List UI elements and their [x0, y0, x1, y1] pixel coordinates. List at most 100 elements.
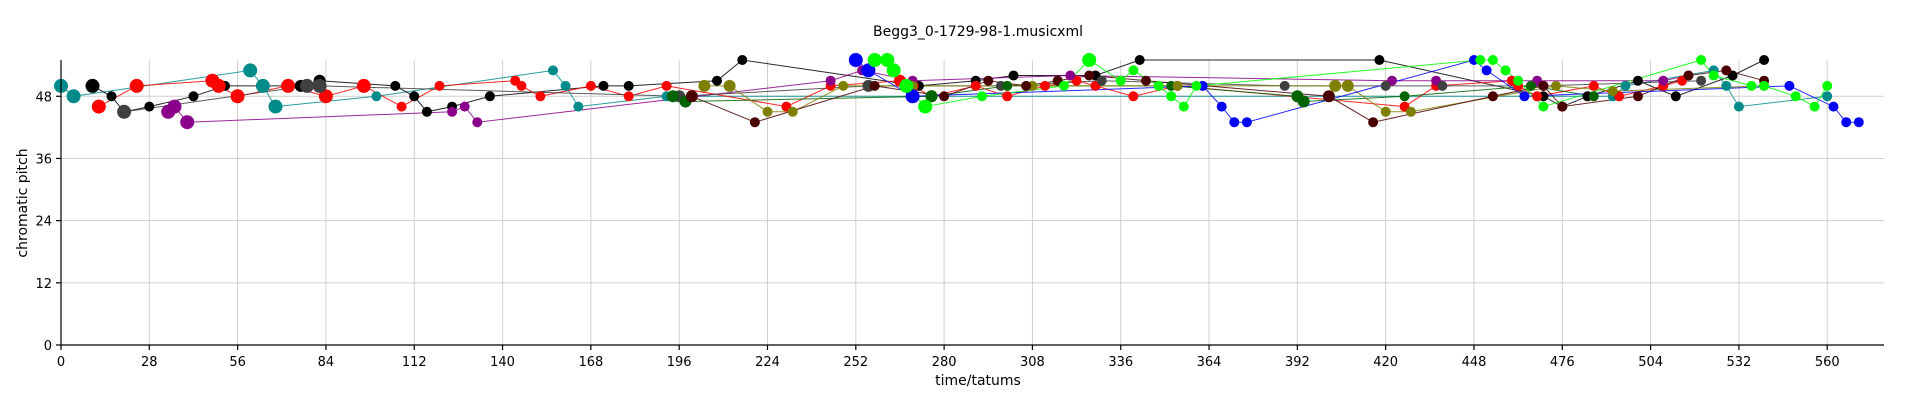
- data-point: [723, 79, 736, 92]
- data-point: [167, 99, 182, 114]
- data-point: [1374, 55, 1385, 65]
- data-point: [880, 53, 895, 67]
- data-point: [117, 104, 132, 119]
- data-point: [1696, 55, 1707, 65]
- data-point: [1322, 90, 1335, 103]
- data-point: [1551, 80, 1561, 91]
- data-point: [268, 99, 283, 114]
- x-tick-label: 84: [318, 355, 335, 370]
- x-tick-label: 448: [1462, 355, 1487, 370]
- data-point: [1588, 80, 1599, 91]
- data-point: [1822, 80, 1833, 91]
- data-point: [281, 78, 296, 93]
- data-point: [1670, 91, 1681, 102]
- data-point: [737, 55, 748, 65]
- series-line: [60, 69, 1828, 108]
- series-line: [672, 85, 1594, 103]
- data-point: [1115, 75, 1126, 86]
- data-point: [535, 91, 546, 102]
- data-point: [848, 53, 863, 67]
- data-point: [1532, 91, 1543, 102]
- x-tick-label: 196: [667, 355, 692, 370]
- x-tick-label: 420: [1373, 355, 1398, 370]
- data-point: [1399, 91, 1410, 102]
- data-point: [1733, 101, 1744, 112]
- data-point: [1368, 117, 1379, 128]
- data-point: [1141, 75, 1151, 86]
- data-point: [409, 91, 420, 102]
- data-point: [1746, 80, 1757, 91]
- data-point: [918, 99, 933, 114]
- data-point: [1487, 55, 1498, 65]
- data-point: [585, 80, 596, 91]
- data-point: [1721, 80, 1732, 91]
- data-point: [516, 80, 527, 91]
- data-point: [623, 80, 634, 91]
- data-point: [390, 80, 401, 91]
- data-point: [356, 78, 371, 93]
- data-point: [1538, 101, 1549, 112]
- y-tick-label: 48: [35, 90, 52, 105]
- data-point: [1658, 75, 1669, 86]
- data-point: [548, 65, 558, 76]
- data-point: [838, 80, 849, 91]
- data-point: [1405, 106, 1416, 117]
- x-tick-label: 140: [490, 355, 515, 370]
- data-point: [825, 75, 836, 86]
- data-point: [1341, 79, 1354, 92]
- data-point: [1828, 101, 1839, 112]
- data-point: [300, 78, 314, 93]
- data-point: [1040, 80, 1050, 91]
- data-point: [1128, 91, 1139, 102]
- y-tick-label: 12: [35, 277, 52, 292]
- chart-title: Begg3_0-1729-98-1.musicxml: [873, 24, 1083, 40]
- data-point: [1329, 79, 1342, 92]
- data-point: [1380, 106, 1391, 117]
- data-point: [1216, 101, 1227, 112]
- data-point: [371, 91, 382, 102]
- series-line: [855, 59, 1859, 123]
- data-point: [188, 91, 199, 102]
- x-tick-label: 56: [229, 355, 246, 370]
- y-axis-label: chromatic pitch: [15, 148, 31, 257]
- x-tick-label: 0: [57, 355, 65, 370]
- data-point: [861, 63, 876, 78]
- data-point: [666, 90, 679, 103]
- data-point: [1841, 117, 1852, 128]
- data-point: [312, 78, 327, 93]
- data-point: [66, 89, 81, 104]
- data-point: [623, 91, 634, 102]
- data-point: [1696, 75, 1707, 86]
- data-point: [484, 91, 495, 102]
- data-point: [211, 78, 226, 93]
- x-tick-label: 252: [843, 355, 868, 370]
- x-tick-label: 280: [932, 355, 957, 370]
- data-point: [1084, 70, 1095, 81]
- data-point: [85, 78, 100, 93]
- data-point: [1475, 55, 1486, 65]
- data-point: [1822, 91, 1833, 102]
- x-tick-label: 364: [1197, 355, 1222, 370]
- x-tick-label: 532: [1727, 355, 1752, 370]
- data-point: [1607, 86, 1618, 97]
- data-point: [661, 80, 672, 91]
- data-point: [1633, 75, 1643, 86]
- data-point: [1021, 80, 1032, 91]
- data-point: [1790, 91, 1801, 102]
- data-point: [1178, 101, 1189, 112]
- data-point: [129, 78, 144, 93]
- x-tick-label: 224: [755, 355, 780, 370]
- data-point: [1297, 95, 1310, 108]
- data-point: [1481, 65, 1492, 76]
- data-point: [939, 91, 950, 102]
- data-point: [1279, 80, 1290, 91]
- grid: [60, 60, 1884, 346]
- data-point: [1437, 80, 1448, 91]
- axes: [56, 60, 1884, 350]
- series-points: [54, 53, 1864, 130]
- data-point: [1134, 55, 1145, 65]
- data-point: [1166, 91, 1177, 102]
- data-point: [573, 101, 584, 112]
- data-point: [899, 78, 914, 93]
- data-point: [144, 101, 155, 112]
